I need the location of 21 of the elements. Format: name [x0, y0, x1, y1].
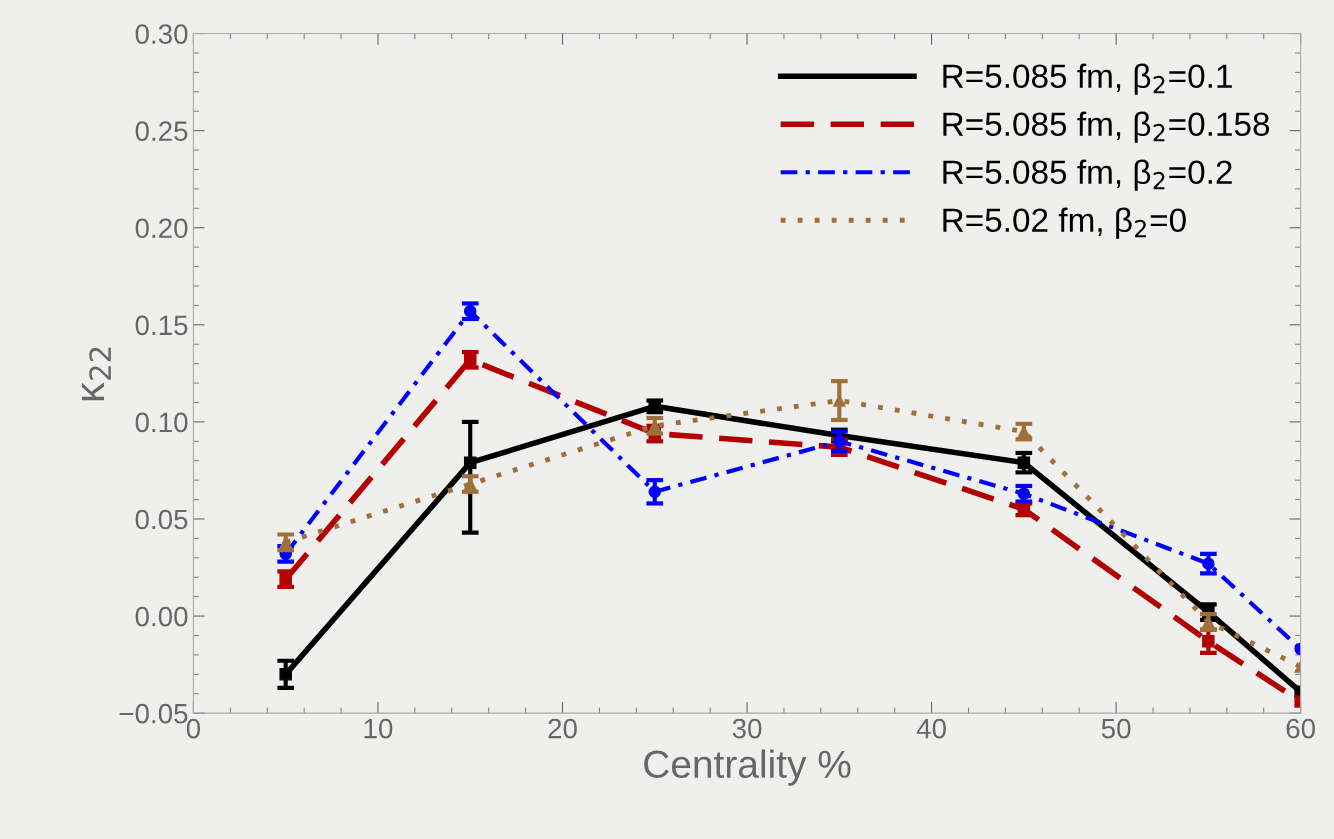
y-tick-label: 0.25 — [135, 121, 188, 141]
x-tick-label: 20 — [548, 718, 577, 739]
legend-label: R=5.085 fm, β$_{2}$=0.1 — [943, 63, 1232, 95]
y-tick-label: 0.10 — [135, 412, 188, 433]
y-tick-label: 0.15 — [135, 315, 188, 336]
legend-label: R=5.085 fm, β$_{2}$=0.158 — [943, 111, 1270, 143]
x-tick-label: 0 — [186, 718, 201, 739]
x-tick-label: 40 — [916, 718, 946, 739]
y-tick-label: 0.05 — [135, 509, 188, 530]
y-tick-label: 0.00 — [135, 606, 188, 627]
y-tick-label: −0.05 — [119, 703, 188, 724]
x-tick-label: 50 — [1101, 718, 1131, 739]
y-tick-label: 0.20 — [135, 218, 188, 239]
y-axis-title: κ$_{22}$ — [82, 347, 111, 401]
x-tick-label: 30 — [732, 718, 762, 739]
y-tick-label: 0.30 — [135, 24, 188, 44]
x-tick-label: 10 — [364, 718, 393, 739]
x-tick-label: 60 — [1286, 718, 1316, 739]
legend-label: R=5.02 fm, β$_{2}$=0 — [943, 207, 1186, 239]
x-axis-title: Centrality % — [644, 749, 851, 786]
legend-label: R=5.085 fm, β$_{2}$=0.2 — [943, 159, 1232, 191]
